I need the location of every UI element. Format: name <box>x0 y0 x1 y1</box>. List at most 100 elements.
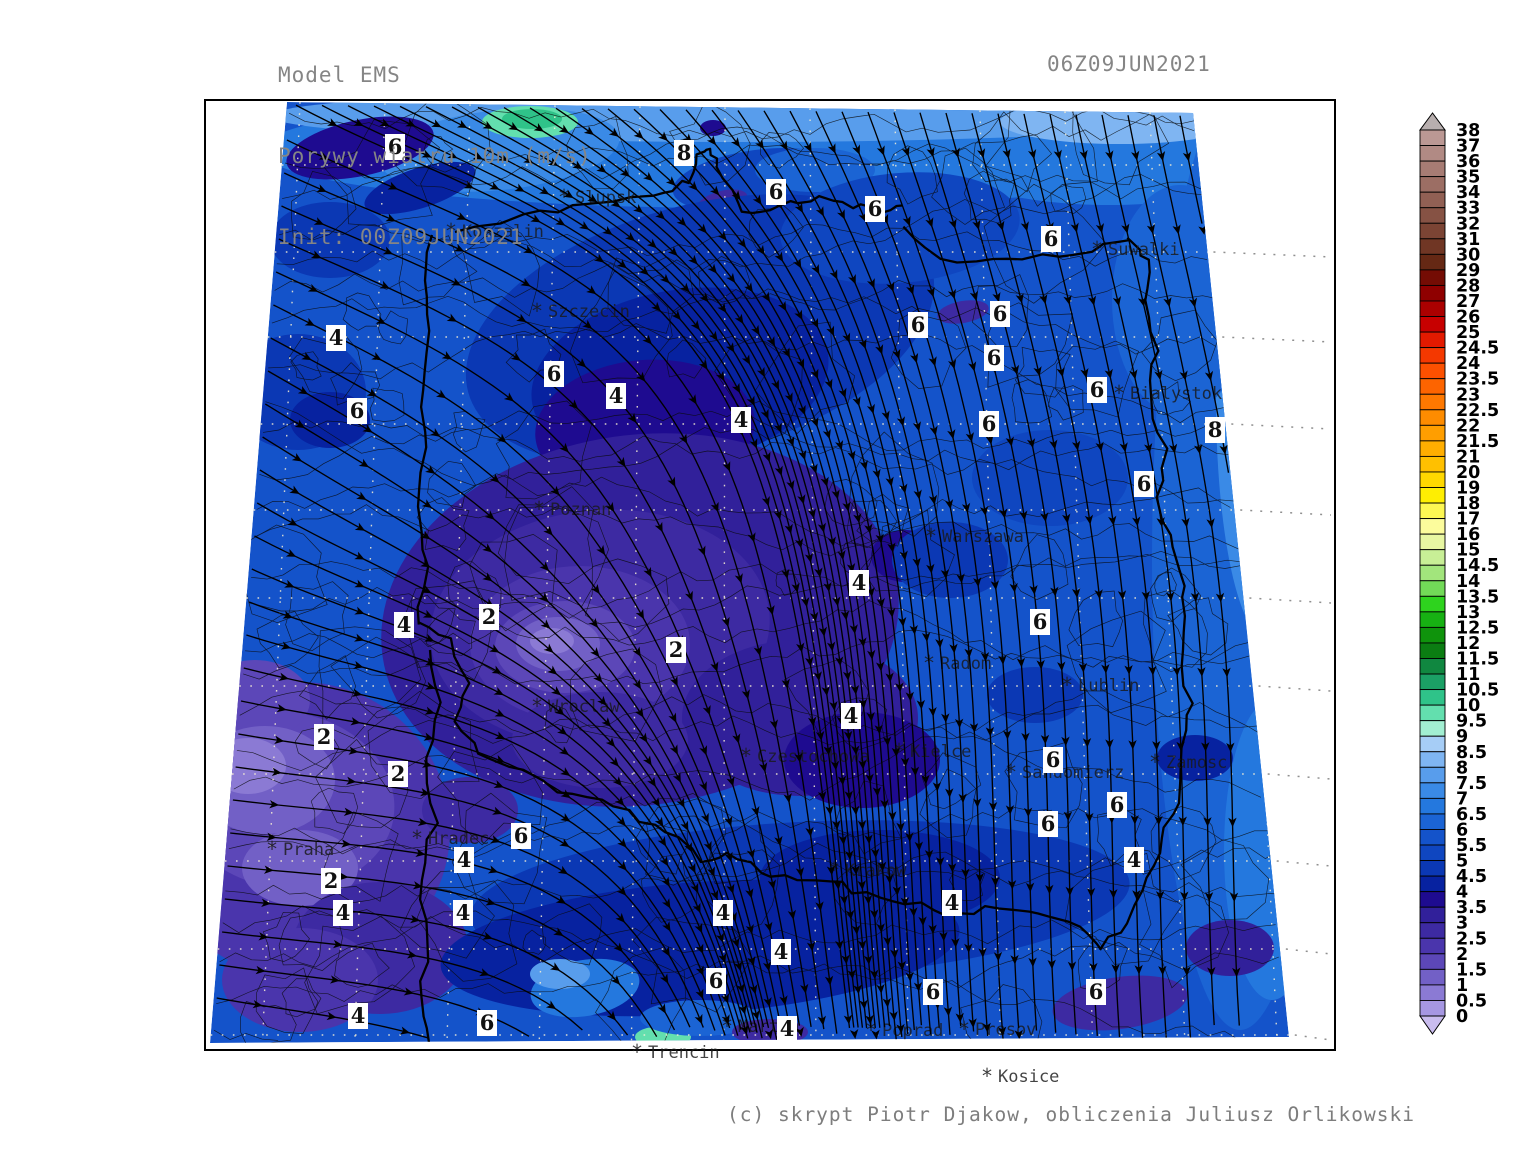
arrowhead <box>872 786 882 797</box>
arrowhead <box>1155 890 1165 901</box>
arrowhead <box>800 983 809 994</box>
city-label: Szczecin <box>548 302 630 322</box>
border-path <box>416 234 434 625</box>
arrowhead <box>494 708 505 717</box>
arrowhead <box>678 433 688 444</box>
arrowhead <box>332 939 343 949</box>
colorbar-segment <box>1419 207 1446 224</box>
arrowhead <box>441 351 452 360</box>
colorbar-segment <box>1419 658 1446 675</box>
arrowhead <box>1039 294 1048 305</box>
arrowhead <box>895 682 904 693</box>
arrowhead <box>684 590 693 602</box>
arrowhead <box>510 351 521 361</box>
arrowhead <box>700 812 709 824</box>
arrowhead <box>732 733 741 744</box>
arrowhead <box>703 840 712 852</box>
arrowhead <box>964 943 973 954</box>
arrowhead <box>866 278 875 289</box>
colorbar-tick-label: 1.5 <box>1456 960 1487 980</box>
arrowhead <box>1176 741 1185 752</box>
arrowhead <box>1014 1029 1023 1040</box>
arrowhead <box>867 649 876 660</box>
arrowhead <box>498 152 509 162</box>
arrowhead <box>755 138 764 150</box>
arrowhead <box>671 310 681 321</box>
arrowhead <box>616 885 627 896</box>
contour-loop <box>584 558 670 641</box>
city-label: Hradec <box>428 829 489 849</box>
contour-label-value: 4 <box>716 900 731 925</box>
arrowhead <box>865 1014 874 1025</box>
arrowhead <box>826 641 836 652</box>
arrowhead <box>1108 515 1117 526</box>
arrowhead <box>721 616 730 628</box>
arrowhead <box>680 820 689 831</box>
arrowhead <box>559 442 569 453</box>
arrowhead <box>905 691 914 702</box>
arrowhead <box>745 888 754 899</box>
colorbar-tick-label: 17 <box>1456 510 1480 530</box>
arrowhead <box>943 1006 953 1017</box>
contour-label-value: 4 <box>351 1003 366 1028</box>
contour-loop <box>1077 938 1129 992</box>
arrowhead <box>647 776 656 787</box>
arrowhead <box>482 572 493 582</box>
arrowhead <box>615 912 626 923</box>
arrowhead <box>852 396 861 407</box>
arrowhead <box>610 974 621 985</box>
arrowhead <box>998 655 1007 665</box>
city-label: Suwalki <box>1108 240 1180 260</box>
arrowhead <box>572 160 583 170</box>
streamline <box>919 112 1057 1033</box>
arrowhead <box>1226 742 1235 753</box>
arrowhead <box>858 211 867 223</box>
arrowhead <box>1026 438 1036 449</box>
arrowhead <box>875 661 885 672</box>
arrowhead <box>425 464 436 474</box>
contour-label-box <box>477 1010 497 1036</box>
arrowhead <box>350 717 361 726</box>
arrowhead <box>899 483 908 494</box>
arrowhead <box>646 238 657 249</box>
arrowhead <box>796 642 805 653</box>
arrowhead <box>1188 297 1198 308</box>
arrowhead <box>1228 817 1237 828</box>
arrowhead <box>697 223 707 234</box>
colorbar-tick-label: 8 <box>1456 758 1468 778</box>
arrowhead <box>1172 666 1181 677</box>
colorbar-tick-label: 12 <box>1456 634 1480 654</box>
arrowhead <box>356 491 367 500</box>
arrowhead <box>450 277 462 286</box>
city-marker-asterisk: * <box>533 497 545 521</box>
arrowhead <box>617 860 627 871</box>
graticule-col <box>261 102 301 1043</box>
contour-loop <box>497 486 594 585</box>
contour-loop <box>330 636 427 719</box>
arrowhead <box>699 781 707 792</box>
contour-label-value: 6 <box>514 823 529 848</box>
arrowhead <box>494 754 505 763</box>
field-blob <box>270 202 390 278</box>
arrowhead <box>1121 223 1130 234</box>
arrowhead <box>554 706 565 716</box>
arrowhead <box>866 403 875 415</box>
graticule-col <box>446 104 471 1043</box>
contour-label-box <box>333 900 353 926</box>
arrowhead <box>362 424 373 433</box>
city-marker-asterisk: * <box>740 744 752 768</box>
arrowhead <box>858 637 867 648</box>
arrowhead <box>851 745 860 756</box>
arrowhead <box>892 886 902 896</box>
arrowhead <box>1204 892 1214 902</box>
colorbar-segment <box>1419 564 1446 582</box>
contour-label-box <box>1205 417 1225 443</box>
arrowhead <box>881 410 890 421</box>
colorbar-segment <box>1419 455 1446 473</box>
contour-label-box <box>777 1016 797 1042</box>
colorbar-tick-label: 26 <box>1456 308 1480 328</box>
arrowhead <box>786 479 795 491</box>
streamline <box>1075 114 1192 1040</box>
